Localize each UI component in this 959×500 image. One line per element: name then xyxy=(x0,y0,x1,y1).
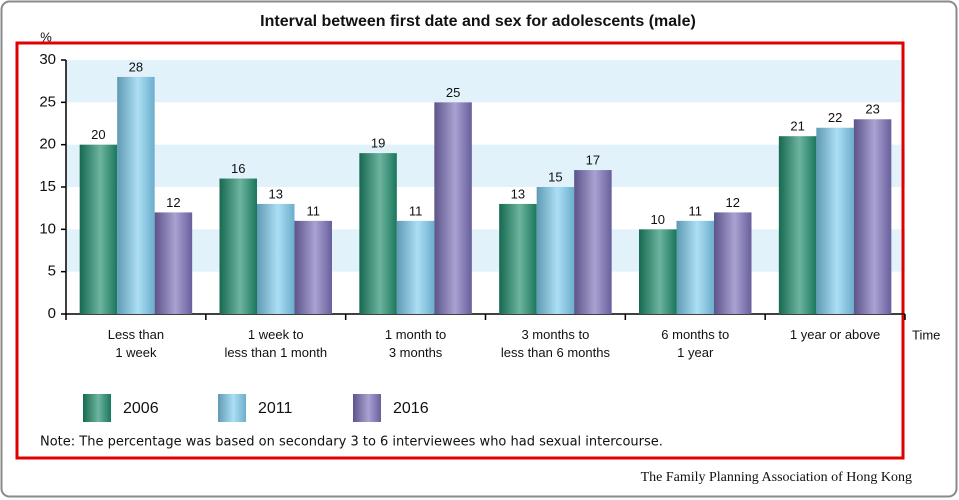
x-tick-label: 3 months to less than 6 months xyxy=(501,327,611,360)
data-label: 20 xyxy=(91,127,105,142)
highlight-box xyxy=(15,41,905,460)
bar xyxy=(574,170,612,314)
data-label: 12 xyxy=(726,195,740,210)
bar xyxy=(536,187,575,314)
legend-label: 2016 xyxy=(393,400,429,417)
bar xyxy=(396,220,435,314)
y-tick-label: 5 xyxy=(48,263,56,280)
bar xyxy=(778,136,817,314)
data-label: 13 xyxy=(511,186,525,201)
background-band xyxy=(66,60,905,103)
data-label: 28 xyxy=(129,59,143,74)
data-label: 16 xyxy=(231,161,245,176)
y-tick-label: 15 xyxy=(39,178,56,195)
data-label: 11 xyxy=(689,203,703,218)
bar xyxy=(257,203,295,314)
legend-swatch xyxy=(83,394,111,422)
y-tick-label: 25 xyxy=(39,93,56,110)
bar xyxy=(294,220,332,314)
chart-title: Interval between first date and sex for … xyxy=(260,13,696,30)
x-tick-label: 6 months to 1 year xyxy=(661,327,729,360)
x-tick-label: 1 year or above xyxy=(790,327,880,342)
y-axis-label: % xyxy=(40,29,52,44)
y-tick-label: 0 xyxy=(48,305,56,322)
bar xyxy=(154,212,193,314)
data-label: 19 xyxy=(371,136,385,151)
bar xyxy=(639,229,677,314)
data-label: 17 xyxy=(586,153,600,168)
data-label: 21 xyxy=(790,119,804,134)
note: Note: The percentage was based on second… xyxy=(40,435,663,450)
y-tick-label: 30 xyxy=(39,51,56,68)
x-axis-label: Time xyxy=(912,327,940,342)
data-label: 13 xyxy=(269,186,283,201)
legend-label: 2011 xyxy=(258,400,293,417)
bar xyxy=(434,102,472,314)
x-tick-label: 1 month to 3 months xyxy=(385,327,446,360)
data-label: 22 xyxy=(828,110,842,125)
x-tick-label: 1 week to less than 1 month xyxy=(224,327,327,360)
bar xyxy=(714,212,752,314)
bar xyxy=(853,119,892,315)
legend-swatch xyxy=(218,394,246,422)
bar xyxy=(219,178,257,314)
bar xyxy=(676,220,714,314)
data-label: 10 xyxy=(651,212,665,227)
bar xyxy=(359,153,397,314)
data-label: 25 xyxy=(446,85,460,100)
bar xyxy=(499,203,537,314)
background-band xyxy=(66,144,905,187)
data-label: 11 xyxy=(409,203,423,218)
y-tick-label: 20 xyxy=(39,136,56,153)
legend-swatch xyxy=(353,394,381,422)
x-tick-label: Less than 1 week xyxy=(108,327,164,360)
data-label: 15 xyxy=(548,169,562,184)
y-tick-label: 10 xyxy=(39,220,56,237)
data-label: 23 xyxy=(865,102,879,117)
background-band xyxy=(66,229,905,272)
data-label: 12 xyxy=(166,195,180,210)
legend-label: 2006 xyxy=(123,400,159,417)
bar xyxy=(79,144,118,314)
data-label: 11 xyxy=(307,203,321,218)
source: The Family Planning Association of Hong … xyxy=(641,470,912,485)
bar xyxy=(816,127,854,314)
bar xyxy=(117,76,155,314)
